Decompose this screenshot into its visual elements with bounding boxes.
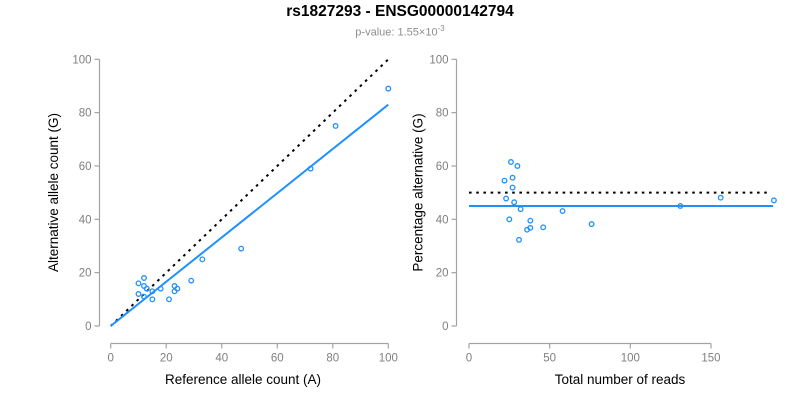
data-point [677, 203, 684, 209]
data-point [506, 216, 513, 223]
data-point [559, 208, 566, 215]
data-point [588, 221, 595, 228]
data-point [770, 197, 777, 204]
x-axis-tick-label: 80 [326, 353, 339, 365]
y-axis-tick-label: 60 [79, 161, 92, 173]
data-point [135, 280, 142, 287]
regression-line [110, 103, 389, 327]
data-point [517, 206, 524, 213]
x-axis-tick-label: 0 [107, 353, 113, 365]
data-point [166, 296, 172, 303]
data-point [135, 291, 142, 297]
data-point [527, 224, 534, 231]
data-point [149, 288, 156, 295]
x-axis-title: Reference allele count (A) [165, 372, 321, 387]
y-axis-title: Percentage alternative (G) [411, 113, 426, 271]
data-point [385, 85, 392, 92]
figure-subtitle: p-value: 1.55×10-3 [0, 24, 800, 39]
data-point [188, 277, 195, 284]
y-axis-tick-label: 20 [436, 268, 449, 280]
data-point [143, 285, 150, 292]
data-point [503, 195, 510, 202]
data-point [199, 256, 206, 263]
data-point [174, 285, 181, 292]
data-point [509, 184, 516, 191]
data-point [514, 163, 521, 169]
data-point [507, 159, 514, 165]
x-axis-tick-label: 100 [621, 353, 640, 365]
data-point [157, 285, 164, 292]
data-point [149, 296, 156, 303]
data-point [511, 199, 518, 206]
y-axis-tick-label: 20 [79, 268, 92, 280]
y-axis-tick-label: 100 [429, 54, 448, 66]
x-axis-tick-label: 40 [215, 353, 228, 365]
x-axis-tick-label: 100 [379, 353, 398, 365]
identity-line [110, 58, 389, 327]
x-axis-title: Total number of reads [555, 372, 686, 387]
data-point [141, 293, 147, 300]
x-axis-tick-label: 60 [271, 353, 284, 365]
x-axis-tick-label: 50 [543, 353, 556, 365]
pvalue-exponent: -3 [437, 24, 445, 33]
data-point [238, 245, 245, 252]
y-axis-tick-label: 80 [79, 108, 92, 120]
data-point [332, 123, 339, 129]
data-point [717, 194, 724, 201]
data-point [141, 275, 147, 281]
y-axis-title: Alternative allele count (G) [46, 113, 61, 272]
data-point [501, 177, 508, 184]
y-axis-tick-label: 40 [79, 214, 92, 226]
y-axis-tick-label: 100 [72, 54, 91, 66]
y-axis-tick-label: 80 [436, 108, 449, 120]
y-axis-tick-label: 0 [85, 321, 91, 333]
x-axis-tick-label: 150 [701, 353, 720, 365]
data-point [307, 165, 314, 172]
y-axis-tick-label: 40 [436, 214, 449, 226]
pvalue-text: p-value: 1.55×10 [355, 26, 438, 39]
x-axis-tick-label: 20 [160, 353, 173, 365]
data-point [527, 217, 534, 224]
y-axis-tick-label: 0 [442, 321, 448, 333]
x-axis-tick-label: 0 [466, 353, 472, 365]
data-point [516, 236, 522, 243]
y-axis-tick-label: 60 [436, 161, 449, 173]
figure-title: rs1827293 - ENSG00000142794 [286, 3, 514, 20]
data-point [540, 224, 547, 231]
data-point [509, 174, 516, 181]
